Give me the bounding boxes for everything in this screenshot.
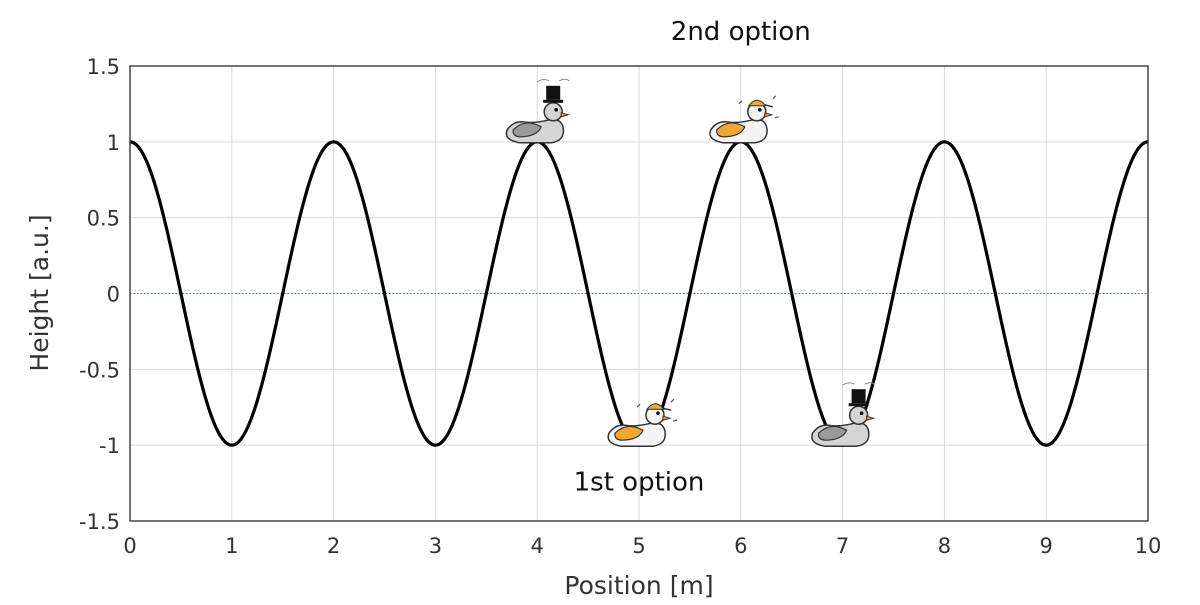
duck-top-hat-icon bbox=[811, 382, 876, 447]
y-tick-label: -1.5 bbox=[79, 510, 120, 534]
y-tick-label: -1 bbox=[99, 434, 120, 458]
x-tick-label: 5 bbox=[632, 534, 645, 558]
x-tick-label: 6 bbox=[734, 534, 747, 558]
plot-frame bbox=[129, 65, 1149, 522]
y-tick-label: 0 bbox=[107, 283, 120, 307]
x-tick-label: 7 bbox=[836, 534, 849, 558]
x-tick-label: 4 bbox=[531, 534, 544, 558]
x-tick-label: 8 bbox=[938, 534, 951, 558]
x-tick-labels: 0 1 2 3 4 5 6 7 8 9 10 bbox=[123, 534, 1161, 558]
x-tick-label: 0 bbox=[123, 534, 136, 558]
annotation-label: 1st option bbox=[574, 468, 705, 498]
y-tick-labels: 1.5 1 0.5 0 -0.5 -1 -1.5 bbox=[79, 55, 120, 534]
y-tick-label: 0.5 bbox=[87, 207, 120, 231]
x-tick-label: 1 bbox=[225, 534, 238, 558]
x-axis-label: Position [m] bbox=[564, 571, 713, 600]
annotations: 2nd option 1st option bbox=[574, 17, 811, 497]
annotation-label: 2nd option bbox=[671, 17, 811, 47]
duck-cap-icon bbox=[607, 398, 678, 447]
x-tick-label: 3 bbox=[429, 534, 442, 558]
duck-cap-icon bbox=[709, 95, 779, 144]
duck-top-hat-icon bbox=[505, 78, 571, 144]
y-tick-label: 1.5 bbox=[87, 55, 120, 79]
duck-markers bbox=[505, 78, 876, 447]
y-tick-label: -0.5 bbox=[79, 358, 120, 382]
y-tick-label: 1 bbox=[107, 131, 120, 155]
x-tick-label: 2 bbox=[327, 534, 340, 558]
x-tick-label: 9 bbox=[1040, 534, 1053, 558]
y-axis-label: Height [a.u.] bbox=[25, 214, 54, 371]
x-tick-label: 10 bbox=[1135, 534, 1162, 558]
